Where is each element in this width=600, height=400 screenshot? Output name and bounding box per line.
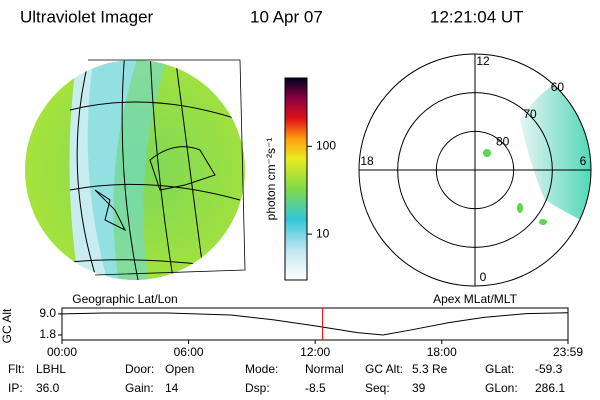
time: 12:21:04 UT xyxy=(430,7,524,26)
field-label: GLon: xyxy=(485,381,518,395)
field-value: -8.5 xyxy=(305,381,326,395)
colorbar xyxy=(284,77,308,281)
field-label: Door: xyxy=(125,362,154,376)
right-panel-label: Apex MLat/MLT xyxy=(433,292,517,306)
x-tick-label: 00:00 xyxy=(47,345,77,359)
field-label: Dsp: xyxy=(245,381,270,395)
field-label: Seq: xyxy=(365,381,390,395)
x-tick-label: 18:00 xyxy=(427,345,457,359)
mlt-label: 18 xyxy=(360,154,374,168)
field-label: IP: xyxy=(8,381,23,395)
field-value: 36.0 xyxy=(36,381,60,395)
field-value: 39 xyxy=(412,381,426,395)
colorbar-tick-label: 10 xyxy=(316,226,330,240)
field-label: Gain: xyxy=(125,381,154,395)
colorbar-label: photon cm⁻²s⁻¹ xyxy=(264,138,278,221)
colorbar-tick-label: 100 xyxy=(316,138,336,152)
field-label: Mode: xyxy=(245,362,278,376)
lat-label: 80 xyxy=(496,134,510,148)
geo-image xyxy=(25,59,246,280)
mlt-label: 6 xyxy=(580,154,587,168)
field-label: GC Alt: xyxy=(365,362,403,376)
x-tick-label: 12:00 xyxy=(300,345,330,359)
left-panel-label: Geographic Lat/Lon xyxy=(72,292,177,306)
date: 10 Apr 07 xyxy=(250,7,323,26)
y-tick-label: 9.0 xyxy=(39,306,56,320)
lat-label: 70 xyxy=(523,107,537,121)
field-value: 5.3 Re xyxy=(412,362,448,376)
field-value: 14 xyxy=(165,381,179,395)
altitude-line xyxy=(61,312,569,336)
field-label: Flt: xyxy=(8,362,25,376)
lat-label: 60 xyxy=(551,80,565,94)
field-value: Normal xyxy=(305,362,344,376)
y-tick-label: 1.8 xyxy=(39,327,56,341)
mlt-label: 0 xyxy=(480,270,487,284)
field-value: Open xyxy=(165,362,194,376)
field-value: -59.3 xyxy=(535,362,563,376)
x-tick-label: 23:59 xyxy=(553,345,583,359)
polar-grid xyxy=(358,53,592,287)
mlt-label: 12 xyxy=(476,54,490,68)
x-tick-label: 06:00 xyxy=(174,345,204,359)
field-value: LBHL xyxy=(36,362,66,376)
field-label: GLat: xyxy=(485,362,514,376)
y-axis-label: GC Alt xyxy=(0,308,14,343)
field-value: 286.1 xyxy=(535,381,565,395)
title: Ultraviolet Imager xyxy=(20,7,154,26)
